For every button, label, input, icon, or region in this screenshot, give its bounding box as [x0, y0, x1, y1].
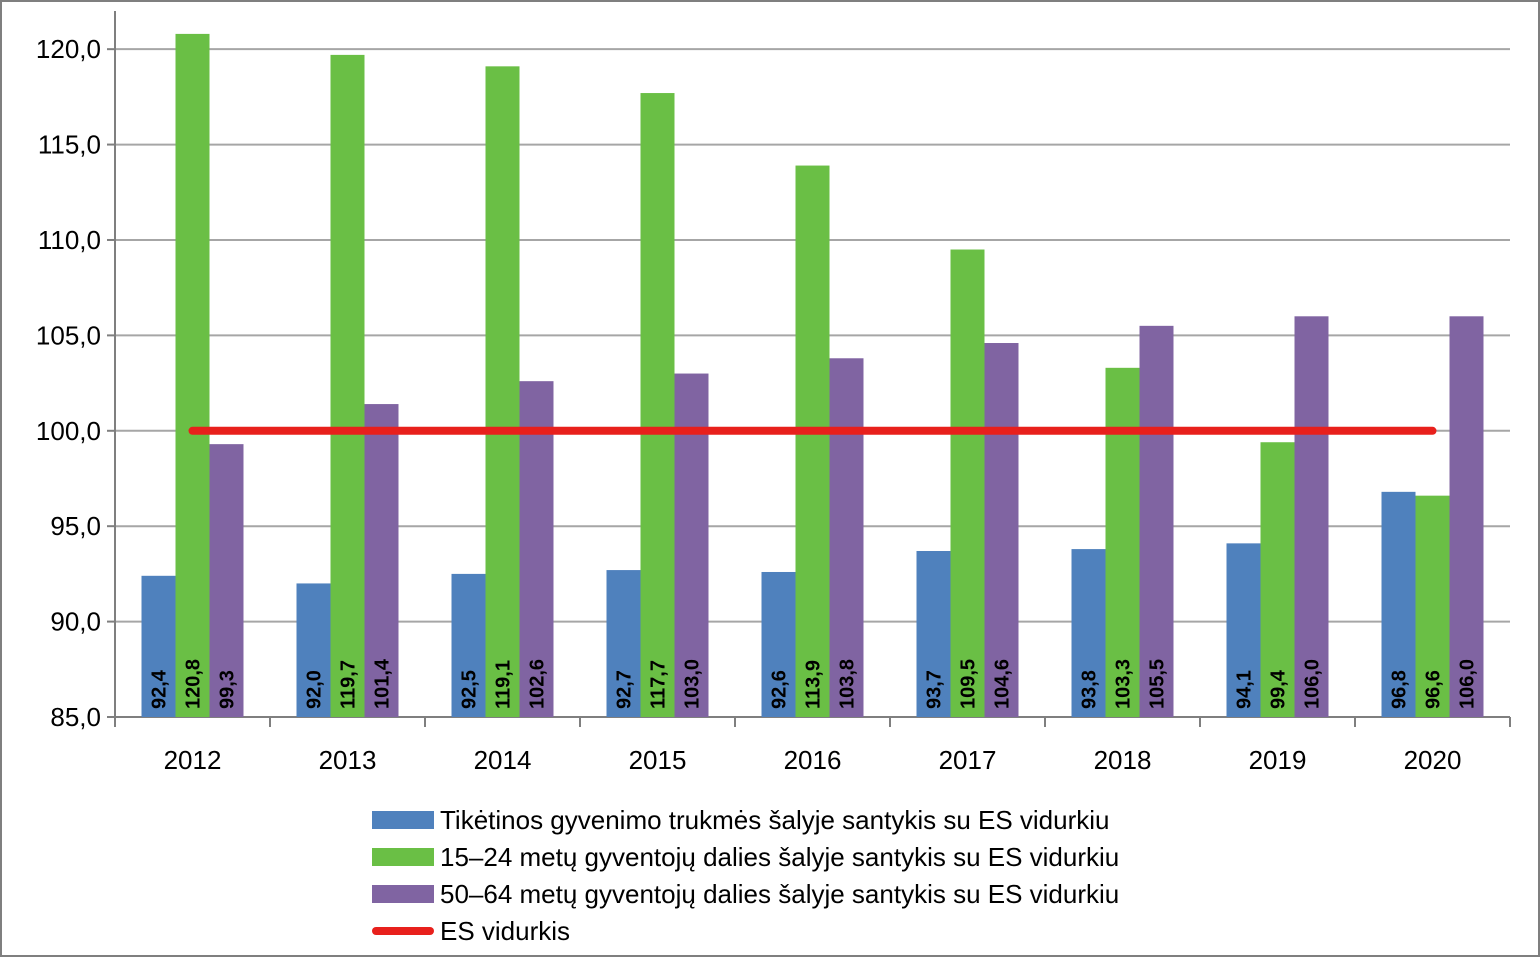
bar-1-2012: [141, 575, 176, 717]
bar-2-2014: [485, 66, 520, 717]
bar-3-2012: [209, 444, 244, 717]
bar-1-2017: [916, 550, 951, 717]
data-label: 92,0: [304, 670, 326, 709]
y-tick-label: 115,0: [38, 130, 101, 160]
bar-3-2018: [1139, 325, 1174, 717]
data-label: 99,4: [1268, 669, 1290, 709]
bar-3-2013: [364, 404, 399, 717]
bar-2-2020: [1415, 495, 1450, 717]
bar-1-2014: [451, 573, 486, 717]
data-label: 93,8: [1079, 670, 1101, 709]
bar-1-2015: [606, 570, 641, 717]
x-tick-label: 2020: [1404, 745, 1462, 775]
bar-1-2019: [1226, 543, 1261, 717]
data-label: 103,0: [682, 659, 704, 709]
data-label: 119,7: [338, 660, 360, 709]
bar-3-2016: [829, 358, 864, 717]
y-tick-label: 100,0: [36, 416, 101, 446]
data-label: 117,7: [648, 660, 670, 709]
data-label: 104,6: [992, 659, 1014, 709]
y-tick-label: 90,0: [50, 607, 101, 637]
data-label: 120,8: [183, 659, 205, 709]
bar-1-2016: [761, 571, 796, 717]
y-tick-label: 110,0: [38, 225, 101, 255]
legend-swatch: [372, 811, 434, 829]
x-tick-label: 2014: [474, 745, 532, 775]
y-tick-label: 95,0: [50, 511, 101, 541]
x-tick-label: 2017: [939, 745, 997, 775]
x-tick-label: 2013: [319, 745, 377, 775]
y-tick-label: 85,0: [50, 702, 101, 732]
legend-label: Tikėtinos gyvenimo trukmės šalyje santyk…: [440, 805, 1110, 835]
bar-2-2019: [1260, 442, 1295, 717]
bar-2-2015: [640, 93, 675, 717]
bar-3-2019: [1294, 316, 1329, 717]
bar-1-2013: [296, 583, 331, 717]
bar-1-2018: [1071, 549, 1106, 717]
bar-2-2018: [1105, 367, 1140, 717]
data-label: 103,3: [1113, 659, 1135, 709]
bar-2-2017: [950, 249, 985, 717]
data-label: 103,8: [837, 659, 859, 709]
data-label: 106,0: [1457, 659, 1479, 709]
x-tick-label: 2015: [629, 745, 687, 775]
bar-2-2013: [330, 54, 365, 718]
data-label: 113,9: [803, 660, 825, 709]
data-label: 109,5: [958, 659, 980, 709]
x-tick-label: 2012: [164, 745, 222, 775]
y-tick-label: 105,0: [36, 320, 101, 350]
data-label: 92,5: [459, 670, 481, 709]
x-tick-label: 2016: [784, 745, 842, 775]
legend-label: 15–24 metų gyventojų dalies šalyje santy…: [440, 842, 1119, 872]
legend-label: ES vidurkis: [440, 916, 570, 946]
data-label: 106,0: [1302, 659, 1324, 709]
data-label: 102,6: [527, 659, 549, 709]
data-label: 93,7: [924, 670, 946, 709]
bar-3-2017: [984, 343, 1019, 717]
data-labels: 92,4 120,8 99,3 92,0 119,7 101,4 92,5 119,1 102,…: [149, 658, 1479, 709]
legend-swatch: [372, 848, 434, 866]
data-label: 92,4: [149, 669, 171, 709]
bar-1-2020: [1381, 491, 1416, 717]
x-tick-label: 2019: [1249, 745, 1307, 775]
bar-3-2020: [1449, 316, 1484, 717]
x-tick-label: 2018: [1094, 745, 1152, 775]
bars: [141, 33, 1484, 718]
legend-swatch: [372, 885, 434, 903]
data-label: 99,3: [217, 670, 239, 709]
legend-label: 50–64 metų gyventojų dalies šalyje santy…: [440, 879, 1119, 909]
bar-2-2012: [175, 33, 210, 718]
data-label: 96,8: [1389, 670, 1411, 709]
y-tick-label: 120,0: [36, 34, 101, 64]
data-label: 119,1: [493, 660, 515, 709]
data-label: 92,7: [614, 670, 636, 709]
legend: Tikėtinos gyvenimo trukmės šalyje santyk…: [372, 805, 1119, 946]
bar-3-2014: [519, 381, 554, 717]
data-label: 96,6: [1423, 670, 1445, 709]
bar-2-2016: [795, 165, 830, 717]
data-label: 92,6: [769, 670, 791, 709]
data-label: 94,1: [1234, 670, 1256, 709]
data-label: 105,5: [1147, 659, 1169, 709]
data-label: 101,4: [372, 658, 394, 709]
